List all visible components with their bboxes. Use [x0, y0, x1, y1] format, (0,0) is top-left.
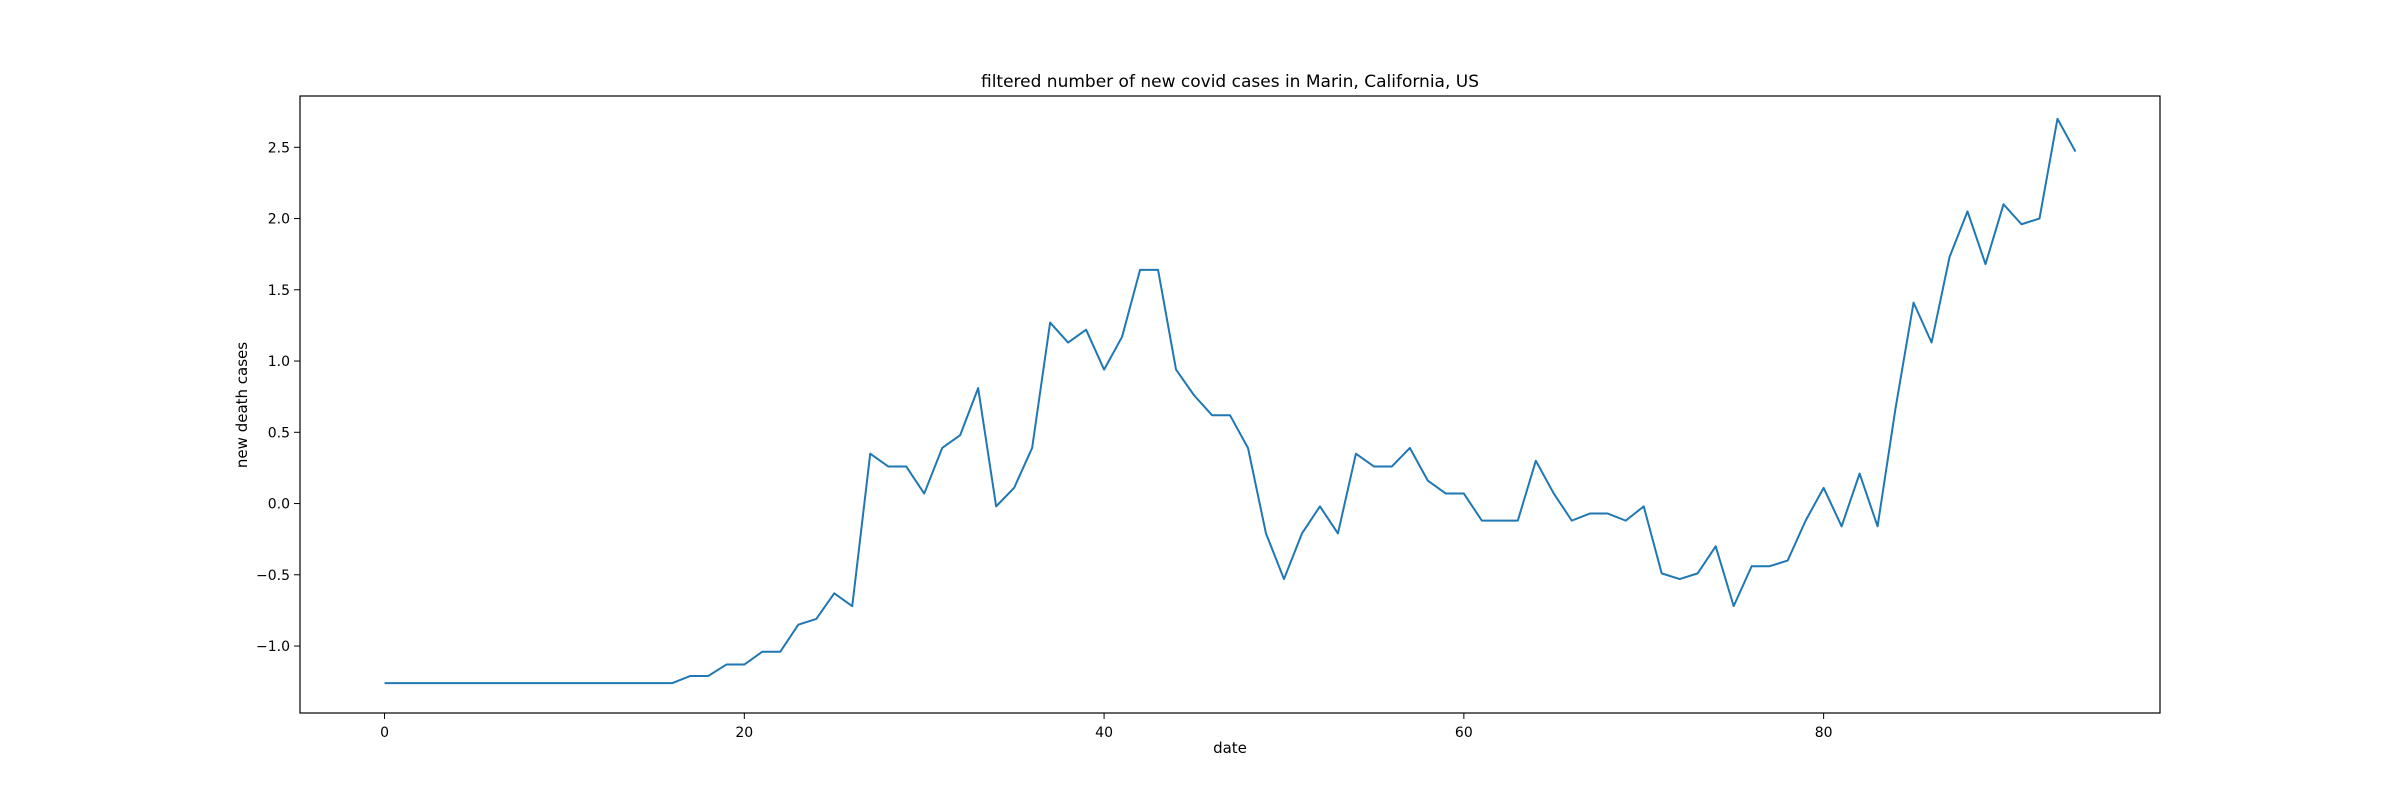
y-tick-label: 1.5 [268, 283, 290, 299]
y-tick-label: 1.0 [268, 354, 290, 370]
y-axis: −1.0 −0.5 0.0 0.5 1.0 1.5 2.0 2.5 [256, 140, 300, 655]
y-tick-label: 2.5 [268, 140, 290, 156]
y-tick-label: −0.5 [256, 568, 290, 584]
x-axis: 0 20 40 60 80 [380, 713, 1833, 741]
x-tick-label: 80 [1815, 725, 1833, 741]
plot-area [299, 95, 2161, 714]
y-tick-label: 2.0 [268, 212, 290, 228]
x-tick-label: 20 [735, 725, 753, 741]
y-axis-label: new death cases [233, 342, 251, 468]
plot-frame [299, 95, 2161, 714]
y-tick-label: −1.0 [256, 639, 290, 655]
x-tick-label: 60 [1455, 725, 1473, 741]
x-tick-label: 40 [1095, 725, 1113, 741]
x-axis-label: date [1213, 739, 1247, 757]
y-tick-label: 0.5 [268, 425, 290, 441]
chart-title: filtered number of new covid cases in Ma… [981, 72, 1479, 92]
series-line [384, 117, 2077, 685]
y-tick-label: 0.0 [268, 497, 290, 513]
x-tick-label: 0 [380, 725, 389, 741]
